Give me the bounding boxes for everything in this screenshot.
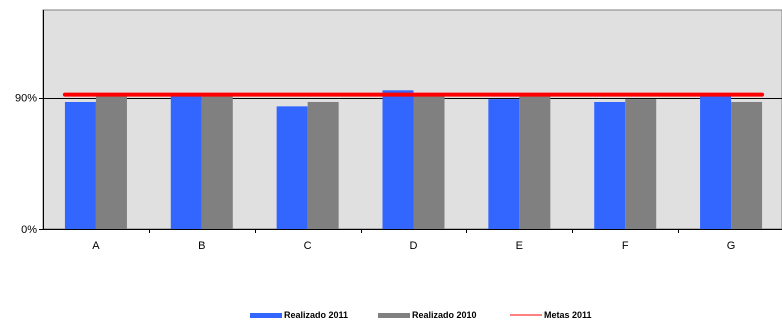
legend: Realizado 2011 Realizado 2010 Metas 2011: [250, 310, 592, 320]
legend-label-metas-2011: Metas 2011: [544, 310, 592, 320]
bar-realizado-2010-c: [307, 101, 339, 229]
x-tick-label-d: D: [410, 240, 418, 252]
bar-realizado-2011-e: [488, 99, 520, 229]
bar-realizado-2010-a: [95, 96, 127, 229]
x-tick-label-g: G: [727, 240, 736, 252]
x-tick-label-c: C: [304, 240, 312, 252]
legend-swatch-realizado-2011: [250, 313, 282, 318]
bar-realizado-2010-f: [625, 99, 657, 229]
x-axis-ticks: A B C D E F G: [92, 229, 735, 252]
legend-label-realizado-2011: Realizado 2011: [284, 310, 348, 320]
bar-realizado-2011-d: [382, 90, 414, 229]
bar-realizado-2011-f: [594, 101, 626, 229]
x-tick-label-f: F: [622, 240, 629, 252]
legend-label-realizado-2010: Realizado 2010: [412, 310, 477, 320]
bar-realizado-2011-b: [170, 94, 202, 230]
axes: [43, 10, 782, 230]
y-tick-label-0: 0%: [21, 224, 37, 236]
x-tick-label-b: B: [198, 240, 205, 252]
bar-realizado-2011-a: [64, 101, 96, 229]
bar-realizado-2011-c: [276, 106, 308, 229]
bar-realizado-2010-g: [731, 101, 763, 229]
bar-realizado-2011-g: [700, 96, 732, 229]
bar-realizado-2010-d: [413, 96, 445, 229]
y-tick-label-1: 90%: [15, 93, 37, 105]
x-tick-label-e: E: [516, 240, 523, 252]
legend-swatch-realizado-2010: [378, 313, 410, 318]
y-axis-ticks: 0% 90%: [15, 93, 43, 236]
x-tick-label-a: A: [92, 240, 100, 252]
bars: [64, 90, 763, 230]
bar-realizado-2010-b: [201, 93, 233, 229]
bar-realizado-2010-e: [519, 96, 551, 229]
